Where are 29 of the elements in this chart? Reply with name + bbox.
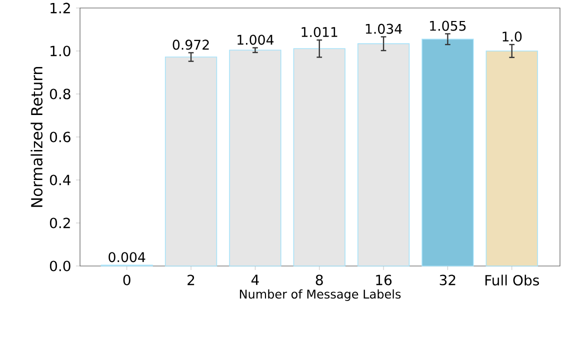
y-tick-label: 0.0: [50, 260, 70, 272]
data-label: 1.011: [302, 26, 338, 38]
bar: [229, 50, 282, 266]
x-tick-label: 32: [440, 274, 456, 286]
bar: [422, 38, 474, 266]
y-tick-label: 0.6: [50, 132, 70, 142]
data-label: 1.034: [366, 24, 402, 34]
bar: [164, 56, 218, 266]
bar: [486, 50, 538, 266]
x-tick-label: 4: [251, 274, 259, 285]
y-tick-label: 0.4: [50, 174, 71, 186]
data-label: 0.972: [172, 40, 209, 50]
data-label: 0.004: [108, 252, 146, 262]
x-tick-label: 2: [188, 274, 194, 286]
data-label: 1.004: [238, 34, 274, 45]
bar: [293, 48, 346, 266]
y-tick-label: 0.2: [50, 218, 70, 228]
bar: [357, 43, 410, 266]
y-axis-title: Normalized Return: [30, 66, 43, 207]
y-tick-label: 0.8: [50, 88, 70, 100]
x-tick-label: Full Obs: [485, 274, 539, 286]
x-tick-label: 8: [316, 274, 323, 286]
data-label: 1.055: [430, 20, 466, 31]
y-tick-label: 1.0: [50, 46, 70, 56]
data-label: 1.0: [502, 32, 522, 42]
y-tick-label: 1.2: [50, 2, 70, 14]
x-axis-title: Number of Message Labels: [240, 289, 401, 301]
x-tick-label: 0: [123, 274, 130, 286]
x-tick-label: 16: [376, 274, 392, 286]
